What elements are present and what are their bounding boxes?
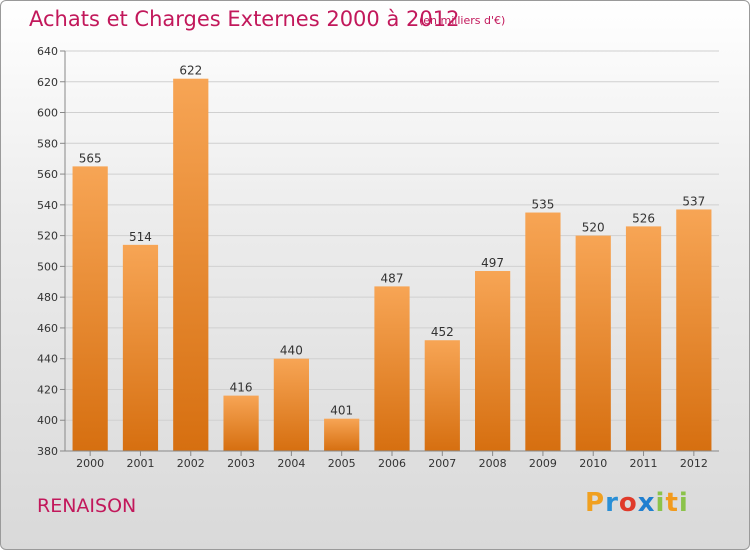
logo-letter: i xyxy=(655,488,666,518)
bar-value-label: 537 xyxy=(682,194,705,208)
commune-name: RENAISON xyxy=(37,495,137,517)
bar-value-label: 497 xyxy=(481,256,504,270)
y-tick-label: 400 xyxy=(37,414,58,427)
bar-value-label: 401 xyxy=(330,404,353,418)
logo-letter: o xyxy=(618,488,638,518)
bar-2010 xyxy=(575,235,611,451)
y-tick-label: 460 xyxy=(37,322,58,335)
logo-letter: i xyxy=(678,488,689,518)
y-tick-label: 600 xyxy=(37,107,58,120)
bar-2001 xyxy=(122,244,159,451)
x-tick-label: 2006 xyxy=(378,457,406,470)
logo-letter: P xyxy=(585,488,606,518)
bar-value-label: 440 xyxy=(280,344,303,358)
y-tick-label: 380 xyxy=(37,445,58,458)
proxiti-logo[interactable]: Proxiti xyxy=(585,488,689,518)
bar-2004 xyxy=(273,358,309,451)
bar-value-label: 622 xyxy=(179,64,202,78)
y-tick-label: 580 xyxy=(37,137,58,150)
y-tick-label: 560 xyxy=(37,168,58,181)
bar-value-label: 535 xyxy=(531,198,554,212)
logo-letter: r xyxy=(605,488,619,518)
chart-title: Achats et Charges Externes 2000 à 2012 xyxy=(29,7,460,31)
y-tick-label: 440 xyxy=(37,353,58,366)
bar-value-label: 520 xyxy=(582,221,605,235)
bar-value-label: 514 xyxy=(129,230,152,244)
x-tick-label: 2010 xyxy=(579,457,607,470)
x-tick-label: 2001 xyxy=(126,457,154,470)
bar-value-label: 416 xyxy=(230,381,253,395)
x-tick-label: 2008 xyxy=(479,457,507,470)
y-tick-label: 500 xyxy=(37,260,58,273)
y-tick-label: 420 xyxy=(37,383,58,396)
logo-letter: x xyxy=(637,488,656,518)
bar-value-label: 487 xyxy=(381,271,404,285)
bar-2009 xyxy=(525,212,561,451)
x-tick-label: 2004 xyxy=(277,457,305,470)
bar-2012 xyxy=(676,209,712,451)
y-tick-label: 620 xyxy=(37,76,58,89)
y-tick-label: 520 xyxy=(37,230,58,243)
bar-2005 xyxy=(324,418,360,451)
x-tick-label: 2005 xyxy=(328,457,356,470)
bar-value-label: 565 xyxy=(79,151,102,165)
bar-2007 xyxy=(424,340,460,451)
x-tick-label: 2011 xyxy=(630,457,658,470)
bar-value-label: 452 xyxy=(431,325,454,339)
y-tick-label: 640 xyxy=(37,45,58,58)
bar-2006 xyxy=(374,286,410,451)
x-tick-label: 2003 xyxy=(227,457,255,470)
axes: 380 400 420 440 460 480 500 520 540 560 580 600 620 6… xyxy=(37,45,719,470)
bar-2000 xyxy=(72,166,108,451)
y-tick-label: 540 xyxy=(37,199,58,212)
x-tick-label: 2000 xyxy=(76,457,104,470)
logo-letter: t xyxy=(665,488,679,518)
x-tick-label: 2009 xyxy=(529,457,557,470)
bars: 565 514 622 416 440 401 487 452 497 535 520 526 537 xyxy=(72,64,712,451)
bar-2002 xyxy=(173,78,209,451)
y-tick-label: 480 xyxy=(37,291,58,304)
x-tick-label: 2012 xyxy=(680,457,708,470)
bar-2003 xyxy=(223,395,259,451)
bar-2011 xyxy=(625,226,662,451)
bar-2008 xyxy=(475,271,511,451)
bar-value-label: 526 xyxy=(632,211,655,225)
chart-subtitle: (en milliers d'€) xyxy=(419,14,506,27)
x-tick-label: 2007 xyxy=(428,457,456,470)
x-tick-label: 2002 xyxy=(177,457,205,470)
